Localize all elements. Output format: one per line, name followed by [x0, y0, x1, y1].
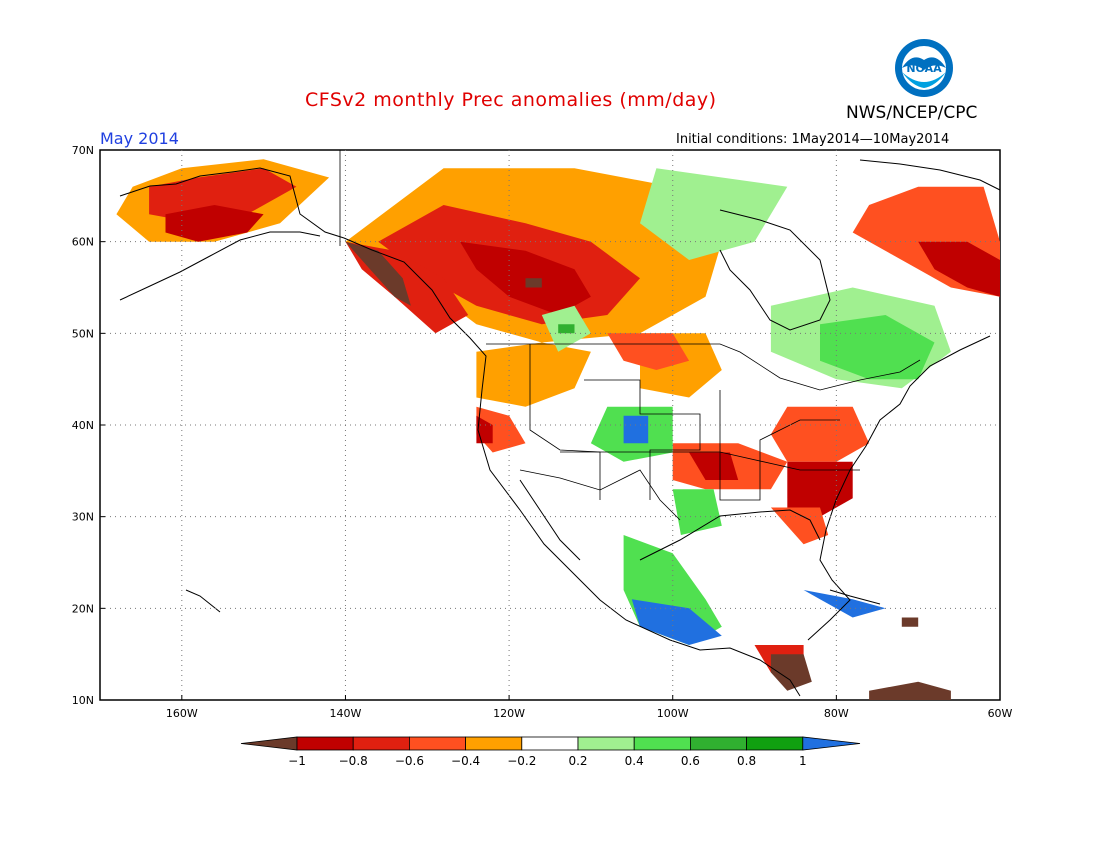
lat-tick-label: 50N	[72, 327, 94, 340]
anomaly-region-neg_040_020	[476, 342, 591, 407]
gulf-coastline	[639, 509, 821, 561]
colorbar-segment-neg_080_060	[352, 736, 410, 751]
baja-coastline	[519, 479, 581, 561]
us-canada-border	[486, 343, 921, 391]
colorbar-segment-neg_060_040	[408, 736, 466, 751]
colorbar-arrow-low	[240, 736, 298, 751]
colorbar-segment-neg_100_080	[296, 736, 354, 751]
colorbar-tick-label: 0.6	[681, 754, 700, 768]
anomaly-region-below_min	[770, 654, 812, 691]
lon-tick-label: 160W	[166, 707, 198, 720]
colorbar-tick-label: 1	[799, 754, 807, 768]
north-america-coastline	[119, 167, 801, 697]
boundary-layer	[339, 150, 921, 521]
anomaly-region-neg_060_040	[607, 333, 690, 370]
anomaly-region-neg_100_080	[476, 415, 493, 444]
colorbar-segment-pos_060_080	[690, 736, 748, 751]
anomaly-region-pos_040_060	[672, 489, 722, 535]
anomaly-region-pos_040_060	[820, 315, 935, 380]
anomaly-region-neg_100_080	[689, 452, 739, 480]
lon-tick-label: 60W	[988, 707, 1013, 720]
longitude-labels: 160W 140W 120W 100W 80W 60W	[166, 695, 1013, 720]
colorbar-tick-label: −0.2	[507, 754, 536, 768]
lon-tick-label: 80W	[824, 707, 849, 720]
lat-tick-label: 20N	[72, 602, 94, 615]
state-lines-central	[584, 379, 701, 500]
us-mexico-border	[519, 469, 681, 521]
colorbar-tick-label: 0.4	[625, 754, 644, 768]
anomaly-region-above_max	[623, 415, 649, 444]
lat-tick-label: 30N	[72, 511, 94, 524]
lon-tick-label: 120W	[493, 707, 525, 720]
anomaly-region-below_min	[345, 241, 411, 306]
anomaly-region-neg_100_080	[460, 241, 591, 315]
anomaly-region-neg_060_040	[770, 406, 870, 462]
lon-tick-label: 100W	[657, 707, 689, 720]
colorbar-tick-label: 0.2	[568, 754, 587, 768]
anomaly-region-pos_020_040	[640, 168, 788, 260]
state-lines-south	[560, 451, 860, 471]
noaa-logo-text: NOAA	[906, 62, 942, 75]
noaa-logo-bird	[902, 57, 946, 70]
latitude-labels: 70N 60N 50N 40N 30N 20N 10N	[72, 144, 105, 707]
anomaly-region-neg_100_080	[165, 205, 264, 242]
colorbar-segment-neutral	[521, 736, 579, 751]
anomaly-region-neg_100_080	[918, 241, 1000, 297]
hudson-bay-coastline	[719, 209, 831, 331]
colorbar-tick-label: −0.4	[451, 754, 480, 768]
lat-tick-label: 60N	[72, 236, 94, 249]
chart-title: CFSv2 monthly Prec anomalies (mm/day)	[305, 89, 717, 111]
noaa-logo-wave	[902, 72, 946, 88]
anomaly-region-above_max	[803, 590, 886, 618]
alaska-peninsula-coastline	[119, 231, 321, 301]
colorbar-tick-label: −1	[288, 754, 306, 768]
coastline-layer	[119, 159, 1001, 697]
state-lines-west	[529, 344, 601, 500]
anomaly-region-below_min	[901, 617, 919, 627]
colorbar	[240, 736, 861, 751]
anomaly-region-above_max	[631, 599, 722, 645]
colorbar-tick-label: −0.6	[395, 754, 424, 768]
initial-conditions-label: Initial conditions: 1May2014—10May2014	[676, 132, 950, 147]
greenland-coastline	[859, 159, 1001, 191]
lat-tick-label: 70N	[72, 144, 94, 157]
agency-label: NWS/NCEP/CPC	[846, 103, 978, 123]
lon-tick-label: 140W	[330, 707, 362, 720]
lat-tick-label: 10N	[72, 694, 94, 707]
lat-tick-label: 40N	[72, 419, 94, 432]
graticule-layer	[100, 150, 1000, 700]
colorbar-segment-pos_020_040	[577, 736, 635, 751]
anomaly-fill-layer	[116, 159, 1000, 700]
anomaly-region-pos_060_080	[558, 324, 575, 334]
colorbar-tick-labels: −1 −0.8 −0.6 −0.4 −0.2 0.2 0.4 0.6 0.8 1	[288, 754, 806, 768]
noaa-logo: NOAA	[895, 39, 953, 97]
colorbar-tick-label: 0.8	[737, 754, 756, 768]
anomaly-region-below_min	[525, 278, 542, 288]
colorbar-segment-pos_080_100	[746, 736, 804, 751]
anomaly-region-neg_080_060	[149, 168, 297, 224]
colorbar-tick-label: −0.8	[339, 754, 368, 768]
state-lines-east	[719, 390, 840, 501]
colorbar-segment-pos_040_060	[633, 736, 691, 751]
cuba-coastline	[829, 589, 881, 605]
colorbar-segment-neg_040_020	[465, 736, 523, 751]
period-label: May 2014	[100, 129, 179, 148]
colorbar-arrow-high	[802, 736, 861, 751]
anomaly-region-below_min	[869, 681, 951, 700]
